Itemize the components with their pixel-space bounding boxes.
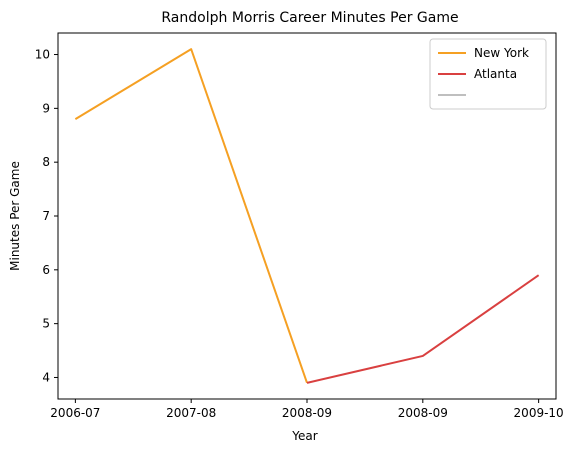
x-tick-label: 2007-08: [166, 406, 216, 420]
x-tick-label: 2008-09: [282, 406, 332, 420]
y-tick-label: 6: [42, 263, 50, 277]
y-axis: 4 5 6 7 8 9 10: [35, 48, 58, 384]
x-axis: 2006-072007-082008-092008-092009-10Caree…: [50, 399, 564, 420]
y-tick-label: 5: [42, 317, 50, 331]
series-line-1: [306, 274, 540, 384]
chart-title: Randolph Morris Career Minutes Per Game: [161, 10, 458, 26]
x-tick-label: 2009-10: [514, 406, 564, 420]
x-tick-label: 2006-07: [50, 406, 100, 420]
y-tick-label: 10: [35, 48, 50, 62]
series-line-0: [74, 48, 308, 384]
y-tick-label: 9: [42, 101, 50, 115]
y-tick-label: 8: [42, 155, 50, 169]
legend-label: New York: [474, 46, 529, 60]
y-axis-label: Minutes Per Game: [8, 161, 22, 271]
legend-box: [429, 38, 547, 110]
series-lines: [74, 48, 540, 384]
x-axis-label: Year: [291, 429, 317, 443]
legend: New York Atlanta: [429, 38, 547, 110]
y-tick-label: 7: [42, 209, 50, 223]
legend-label: Atlanta: [474, 67, 517, 81]
y-tick-label: 4: [42, 370, 50, 384]
x-tick-label: 2008-09: [398, 406, 448, 420]
